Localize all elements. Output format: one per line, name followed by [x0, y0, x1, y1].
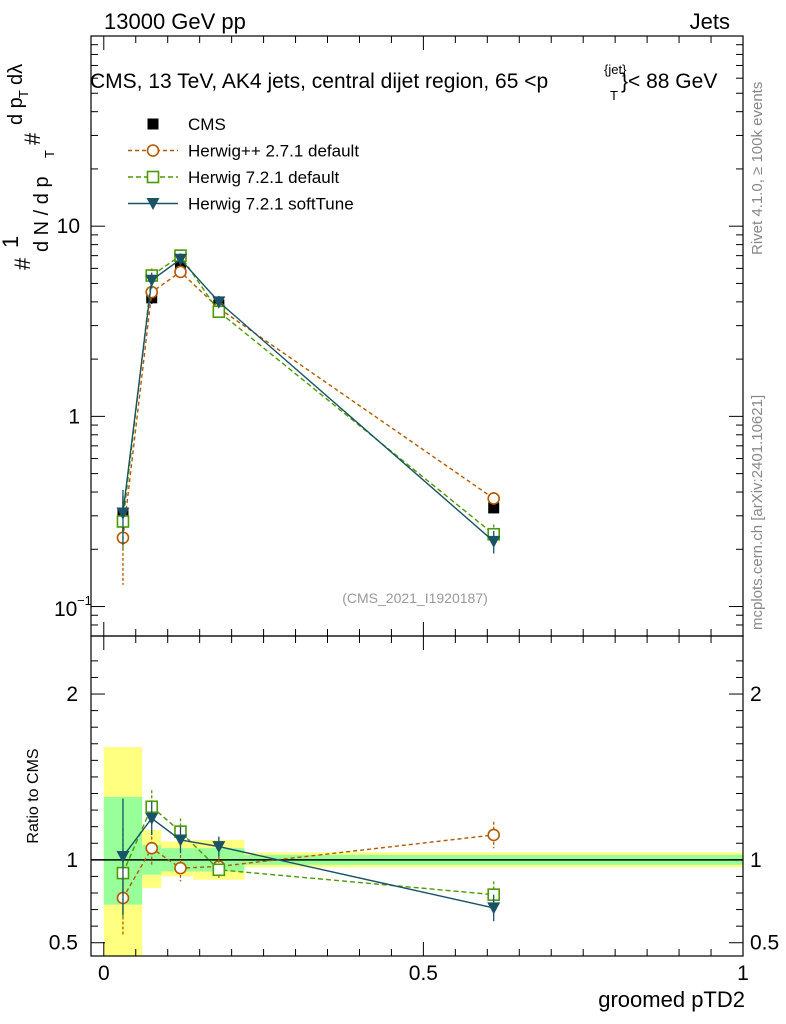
ratio-ytick-label-right: 0.5 — [750, 932, 779, 955]
ytick-label-tenminus-base: 10 — [54, 598, 77, 621]
main-point-herwig-2-7-1-default — [487, 492, 501, 505]
plot-title: CMS, 13 TeV, AK4 jets, central dijet reg… — [90, 70, 548, 93]
ratio-ytick-label: 0.5 — [49, 932, 78, 955]
svg-text:#: # — [20, 132, 45, 145]
svg-text:#: # — [10, 257, 35, 270]
header-right: Jets — [690, 9, 730, 34]
ratio-ytick-label-right: 2 — [750, 683, 762, 706]
svg-text:N: N — [0, 52, 1, 66]
main-series-cms — [117, 261, 500, 535]
main-ytick-label: 10 — [57, 215, 80, 238]
plot-title-end: }< 88 GeV — [621, 70, 717, 93]
main-series-herwig-7-2-1-softtune — [116, 253, 501, 554]
svg-text:d N / d p: d N / d p — [31, 176, 53, 252]
ratio-point-herwig-2-7-1-default — [174, 861, 187, 875]
main-ytick-label: 1 — [68, 405, 80, 428]
ratio-point-herwig-7-2-1-softtune — [212, 841, 226, 854]
main-series-herwig-7-2-1-default — [116, 249, 501, 550]
mcplots-label: mcplots.cern.ch [arXiv:2401.10621] — [749, 395, 766, 630]
legend-marker — [147, 118, 159, 130]
main-line-herwig-7-2-1-softtune — [122, 258, 495, 542]
ratio-point-herwig-2-7-1-default — [145, 841, 159, 855]
svg-text:d: d — [0, 76, 1, 87]
ytick-label-tenminus-exp: −1 — [77, 593, 92, 608]
main-ytick-labels: 10 1 — [57, 215, 80, 428]
main-line-herwig-2-7-1-default — [122, 270, 495, 538]
main-point-herwig-7-2-1-softtune — [173, 253, 187, 266]
main-point-herwig-7-2-1-softtune — [212, 296, 226, 309]
rivet-label: Rivet 4.1.0, ≥ 100k events — [749, 82, 766, 255]
ratio-point-herwig-7-2-1-softtune — [145, 812, 159, 825]
ratio-plot-area — [91, 636, 744, 956]
title-pt-subscript: T — [610, 88, 618, 103]
header-left: 13000 GeV pp — [104, 9, 246, 34]
xtick-label: 0.5 — [409, 962, 438, 985]
legend-label: Herwig 7.2.1 default — [188, 168, 339, 187]
legend-item-herwig-7-2-1-softtune: Herwig 7.2.1 softTune — [128, 195, 354, 214]
main-point-herwig-7-2-1-softtune — [487, 535, 501, 548]
ratio-ylabel: Ratio to CMS — [25, 748, 42, 843]
svg-text:T: T — [16, 90, 31, 98]
ratio-ytick-label: 1 — [66, 849, 78, 872]
ratio-point-herwig-7-2-1-default — [212, 863, 226, 877]
legend-label: Herwig 7.2.1 softTune — [188, 195, 354, 214]
title-jet-superscript: {jet} — [604, 62, 627, 77]
legend-marker — [146, 198, 160, 210]
svg-text:dλ: dλ — [5, 64, 27, 85]
main-point-herwig-7-2-1-softtune — [145, 274, 159, 287]
legend-label: CMS — [188, 115, 226, 134]
main-series-herwig-2-7-1-default — [116, 264, 501, 585]
ratio-frame — [90, 635, 744, 957]
analysis-watermark: (CMS_2021_I1920187) — [342, 590, 488, 606]
ratio-point-herwig-7-2-1-softtune — [116, 851, 130, 864]
legend-label: Herwig++ 2.7.1 default — [188, 142, 359, 161]
legend-item-herwig-7-2-1-default: Herwig 7.2.1 default — [128, 168, 339, 187]
ratio-point-herwig-7-2-1-softtune — [173, 834, 187, 847]
main-plot-area — [91, 35, 744, 637]
svg-text:T: T — [42, 150, 57, 158]
legend-marker — [146, 170, 160, 184]
ratio-series-herwig-7-2-1-softtune — [116, 798, 501, 922]
ratio-ytick-label-right: 1 — [750, 849, 762, 872]
xtick-label: 1 — [737, 962, 749, 985]
svg-text:1: 1 — [0, 236, 23, 248]
ratio-ytick-label: 2 — [66, 683, 78, 706]
ratio-series-herwig-2-7-1-default — [116, 821, 501, 935]
svg-text:d p: d p — [5, 97, 27, 125]
main-point-herwig-7-2-1-softtune — [116, 507, 130, 520]
ratio-xtick-labels: 0 0.5 1 — [98, 962, 749, 985]
legend-marker — [146, 144, 160, 157]
legend-item-herwig-2-7-1-default: Herwig++ 2.7.1 default — [128, 142, 359, 161]
main-ylabel: # 1 d N / d p T # d p T dλ d 2 N — [0, 52, 57, 270]
main-point-herwig-2-7-1-default — [174, 265, 187, 279]
ratio-point-herwig-2-7-1-default — [487, 828, 501, 842]
ratio-line-herwig-7-2-1-default — [122, 805, 494, 896]
legend: CMS Herwig++ 2.7.1 default Herwig 7.2.1 de… — [128, 115, 359, 214]
legend-item-cms: CMS — [147, 115, 226, 134]
main-point-cms — [488, 502, 500, 514]
ratio-point-herwig-7-2-1-softtune — [487, 902, 501, 915]
xtick-label: 0 — [98, 962, 110, 985]
xlabel: groomed pTD2 — [598, 987, 745, 1012]
ratio-ytick-labels: 2 2 1 1 0.5 0.5 — [49, 683, 779, 955]
